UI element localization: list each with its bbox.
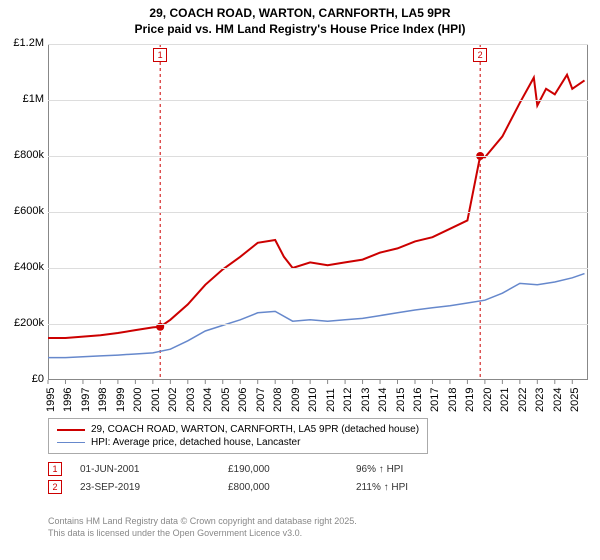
legend-label: HPI: Average price, detached house, Lanc… [91, 437, 300, 448]
legend-swatch [57, 429, 85, 431]
x-tick-label: 2021 [499, 388, 511, 412]
x-tick-label: 2002 [167, 388, 179, 412]
annotation-cell: £800,000 [228, 482, 328, 493]
x-tick-label: 2000 [132, 388, 144, 412]
x-tick-label: 2014 [377, 388, 389, 412]
footnote-line-1: Contains HM Land Registry data © Crown c… [48, 516, 357, 528]
grid-line-y [48, 212, 588, 213]
y-tick-label: £1M [4, 93, 44, 105]
x-tick-label: 2024 [552, 388, 564, 412]
annotation-table: 1 01-JUN-2001 £190,000 96% ↑ HPI 2 23-SEP-201… [48, 462, 436, 498]
x-tick-label: 2025 [569, 388, 581, 412]
x-tick-label: 1998 [97, 388, 109, 412]
grid-line-y [48, 100, 588, 101]
x-tick-label: 2007 [255, 388, 267, 412]
x-tick-label: 2001 [150, 388, 162, 412]
x-tick-label: 1995 [45, 388, 57, 412]
legend-item: 29, COACH ROAD, WARTON, CARNFORTH, LA5 9… [57, 423, 419, 436]
grid-line-y [48, 324, 588, 325]
y-tick-label: £600k [4, 205, 44, 217]
x-tick-label: 2012 [342, 388, 354, 412]
annotation-marker: 2 [48, 480, 62, 494]
annotation-cell: 96% ↑ HPI [356, 464, 403, 475]
x-tick-label: 2004 [202, 388, 214, 412]
series-line-price_paid [48, 75, 585, 338]
annotation-row: 2 23-SEP-2019 £800,000 211% ↑ HPI [48, 480, 436, 494]
legend-swatch [57, 442, 85, 444]
legend-item: HPI: Average price, detached house, Lanc… [57, 436, 419, 449]
x-tick-label: 2020 [482, 388, 494, 412]
y-tick-label: £800k [4, 149, 44, 161]
marker-box: 2 [473, 48, 487, 62]
annotation-cell: 01-JUN-2001 [80, 464, 200, 475]
x-tick-label: 2011 [325, 388, 337, 412]
annotation-marker: 1 [48, 462, 62, 476]
y-tick-label: £200k [4, 317, 44, 329]
y-tick-label: £0 [4, 373, 44, 385]
x-tick-label: 2023 [534, 388, 546, 412]
x-tick-label: 2019 [464, 388, 476, 412]
x-tick-label: 2006 [237, 388, 249, 412]
annotation-row: 1 01-JUN-2001 £190,000 96% ↑ HPI [48, 462, 436, 476]
x-tick-label: 1999 [115, 388, 127, 412]
marker-box: 1 [153, 48, 167, 62]
x-tick-label: 1997 [80, 388, 92, 412]
y-tick-label: £1.2M [4, 37, 44, 49]
annotation-cell: £190,000 [228, 464, 328, 475]
x-tick-label: 2022 [517, 388, 529, 412]
x-tick-label: 2018 [447, 388, 459, 412]
annotation-cell: 23-SEP-2019 [80, 482, 200, 493]
series-line-hpi [48, 274, 585, 358]
x-tick-label: 2016 [412, 388, 424, 412]
x-tick-label: 2003 [185, 388, 197, 412]
x-tick-label: 2008 [272, 388, 284, 412]
footnote: Contains HM Land Registry data © Crown c… [48, 516, 357, 539]
x-tick-label: 1996 [62, 388, 74, 412]
footnote-line-2: This data is licensed under the Open Gov… [48, 528, 357, 540]
chart-container: 29, COACH ROAD, WARTON, CARNFORTH, LA5 9… [0, 0, 600, 560]
x-tick-label: 2017 [429, 388, 441, 412]
legend-label: 29, COACH ROAD, WARTON, CARNFORTH, LA5 9… [91, 424, 419, 435]
x-tick-label: 2005 [220, 388, 232, 412]
y-tick-label: £400k [4, 261, 44, 273]
grid-line-y [48, 44, 588, 45]
annotation-cell: 211% ↑ HPI [356, 482, 408, 493]
x-tick-label: 2013 [360, 388, 372, 412]
legend: 29, COACH ROAD, WARTON, CARNFORTH, LA5 9… [48, 418, 428, 454]
x-tick-label: 2010 [307, 388, 319, 412]
grid-line-y [48, 268, 588, 269]
x-tick-label: 2009 [290, 388, 302, 412]
grid-line-y [48, 156, 588, 157]
x-tick-label: 2015 [395, 388, 407, 412]
